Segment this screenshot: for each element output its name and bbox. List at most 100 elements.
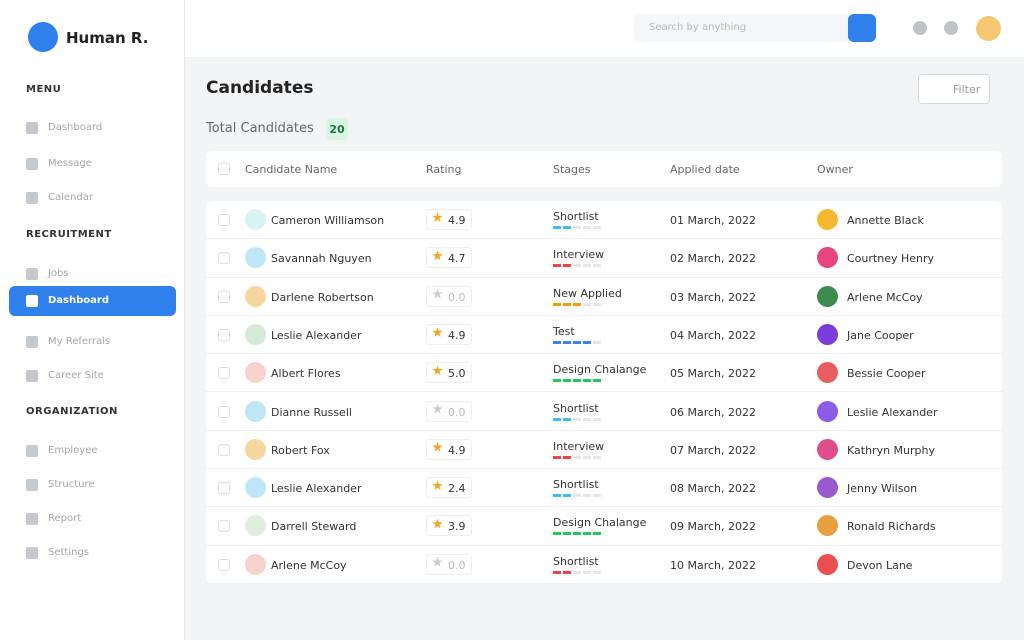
stage-segment [563, 494, 571, 498]
checkbox[interactable] [218, 163, 230, 175]
candidate-name: Darrell Steward [271, 520, 357, 534]
nav-item[interactable]: Calendar [9, 183, 176, 213]
stage-segment [573, 455, 581, 459]
stage-segment [593, 264, 601, 268]
nav-label: Message [48, 158, 92, 169]
nav-label: Employee [48, 445, 98, 456]
rating-box [426, 285, 472, 307]
owner-name: Ronald Richards [847, 520, 936, 534]
nav-icon [26, 122, 38, 134]
nav-label: Career Site [48, 370, 104, 381]
table-row: Cameron Williamson 4.9 Shortlist 01 March, … [206, 201, 1002, 240]
stage-segment [593, 417, 601, 421]
rating-box [426, 477, 472, 499]
owner-name: Leslie Alexander [847, 405, 938, 419]
nav-item[interactable]: Message [9, 149, 176, 179]
filter-button[interactable]: Filter [918, 74, 990, 104]
nav-icon [26, 547, 38, 559]
rating-box [426, 323, 472, 345]
checkbox[interactable] [218, 367, 230, 380]
nav-item[interactable]: My Referrals [9, 327, 176, 357]
nav-label: Settings [48, 547, 90, 558]
rating-star [432, 288, 443, 299]
applied-date: 03 March, 2022 [670, 290, 757, 304]
search-input[interactable]: Search by anything [634, 14, 876, 42]
candidate-avatar [245, 438, 266, 460]
user-avatar[interactable] [976, 16, 1001, 41]
stage-segment [583, 379, 591, 383]
rating-star [432, 518, 443, 529]
rating-star [432, 250, 443, 261]
checkbox[interactable] [218, 405, 230, 418]
help-icon[interactable] [913, 21, 927, 35]
applied-date: 10 March, 2022 [670, 558, 757, 572]
applied-date: 06 March, 2022 [670, 405, 757, 419]
owner-name: Courtney Henry [847, 252, 935, 266]
nav-label: Dashboard [48, 122, 103, 133]
stage-segment [593, 532, 601, 536]
checkbox[interactable] [218, 520, 230, 533]
rating: 0.0 [448, 290, 466, 304]
stage: Shortlist [553, 478, 599, 492]
nav-icon [26, 513, 38, 525]
checkbox[interactable] [218, 290, 230, 303]
candidate-name: Robert Fox [271, 443, 330, 457]
topbar [185, 0, 1024, 57]
table-row: Savannah Nguyen 4.7 Interview 02 March, 202… [206, 239, 1002, 278]
owner-name: Kathryn Murphy [847, 443, 935, 457]
search-button[interactable] [848, 14, 876, 42]
stage-segment [553, 264, 561, 268]
checkbox[interactable] [218, 443, 230, 456]
rating: 4.9 [448, 214, 466, 227]
stage-segment [583, 302, 591, 306]
nav-item[interactable]: Dashboard [9, 286, 176, 316]
table-row: Darrell Steward 3.9 Design Chalange 09 Marc… [206, 507, 1002, 546]
candidate-avatar [245, 477, 266, 499]
rating: 5.0 [448, 367, 466, 381]
stage: Interview [553, 248, 605, 262]
stage: Interview [553, 439, 605, 453]
candidate-name: Dianne Russell [271, 405, 352, 419]
stage-segment [573, 494, 581, 498]
checkbox[interactable] [218, 558, 230, 571]
table-row: Robert Fox 4.9 Interview 07 March, 2022 Kath… [206, 431, 1002, 470]
candidate-name: Cameron Williamson [271, 214, 385, 227]
notification-icon[interactable] [944, 21, 958, 35]
owner-name: Jane Cooper [847, 328, 914, 342]
nav-item[interactable]: Report [9, 504, 176, 534]
stage-segment [553, 455, 561, 459]
nav-icon [26, 370, 38, 382]
rating: 2.4 [448, 482, 466, 496]
rating-box [426, 362, 472, 384]
applied-date: 07 March, 2022 [670, 443, 757, 457]
stage-segment [573, 302, 581, 306]
candidate-avatar [245, 515, 266, 537]
nav-item[interactable]: Employee [9, 436, 176, 466]
nav-item[interactable]: Jobs [9, 259, 176, 289]
nav-label: Report [48, 513, 82, 524]
nav-item[interactable]: Dashboard [9, 113, 176, 143]
owner-name: Arlene McCoy [847, 290, 923, 304]
checkbox[interactable] [218, 482, 230, 495]
applied-date: 09 March, 2022 [670, 520, 757, 534]
candidate-avatar [245, 285, 266, 307]
checkbox[interactable] [218, 214, 230, 226]
applied-date: 01 March, 2022 [670, 214, 757, 227]
brand: Human R. [66, 29, 149, 47]
nav-item[interactable]: Settings [9, 538, 176, 568]
nav-item[interactable]: Structure [9, 470, 176, 500]
rating: 0.0 [448, 558, 466, 572]
rating-box [426, 400, 472, 422]
nav-item[interactable]: Career Site [9, 361, 176, 391]
rating: 0.0 [448, 405, 466, 419]
column-header: Owner [817, 163, 853, 176]
table-row: Arlene McCoy 0.0 Shortlist 10 March, 2022 De… [206, 546, 1002, 584]
total-count: 20 [326, 118, 348, 140]
stage-segment [553, 417, 561, 421]
checkbox[interactable] [218, 252, 230, 265]
candidate-name: Albert Flores [271, 367, 341, 381]
stage-segment [553, 302, 561, 306]
table-header: Candidate Name Rating Stages Applied date Ow… [206, 151, 1002, 187]
checkbox[interactable] [218, 328, 230, 341]
